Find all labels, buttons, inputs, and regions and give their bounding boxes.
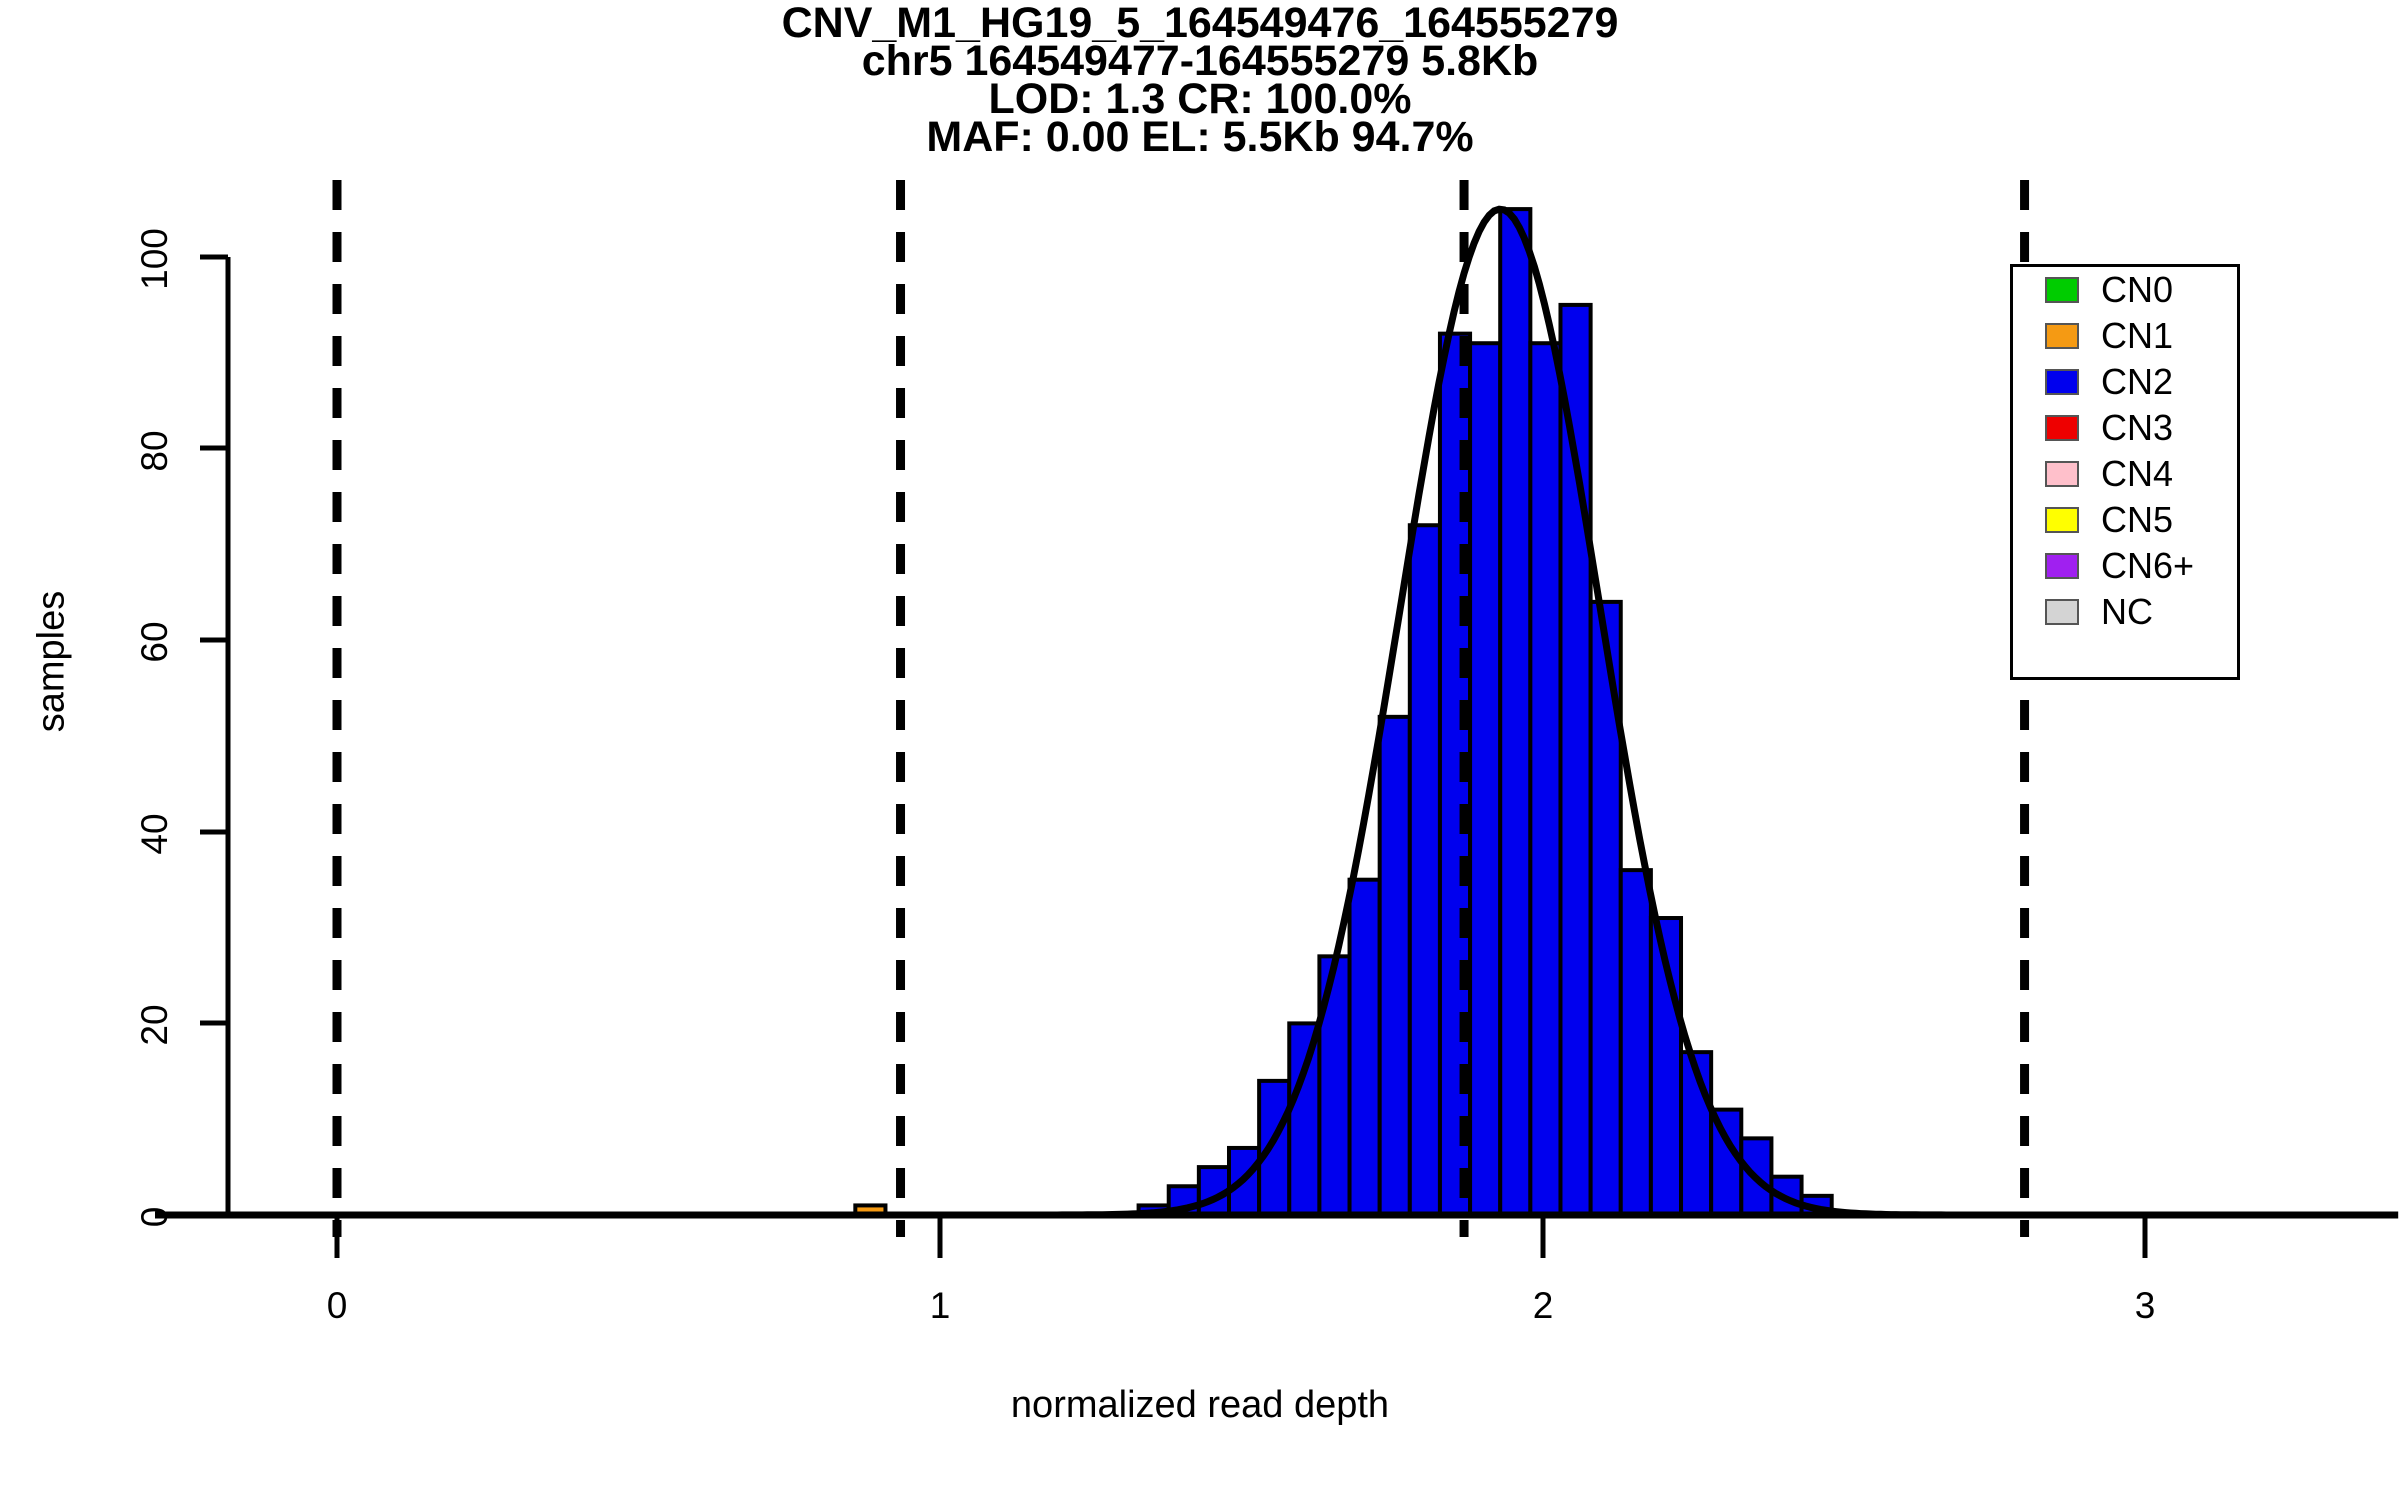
legend-item-cn2[interactable]: CN2 xyxy=(2013,359,2237,405)
histogram-bar xyxy=(1257,1078,1292,1217)
x-tick-3: 3 xyxy=(2134,1285,2156,1326)
histogram-bar xyxy=(1528,341,1563,1218)
legend-swatch-icon xyxy=(2045,553,2079,579)
y-tick-40: 40 xyxy=(134,813,175,855)
legend-item-label: CN0 xyxy=(2101,269,2174,310)
legend-item-cn0[interactable]: CN0 xyxy=(2013,267,2237,313)
histogram-bar xyxy=(1498,207,1533,1218)
x-tick-1: 1 xyxy=(929,1285,951,1326)
legend-item-label: CN3 xyxy=(2101,407,2174,448)
x-tick-0: 0 xyxy=(326,1285,348,1326)
y-axis xyxy=(200,254,231,1218)
histogram-bar xyxy=(1407,523,1442,1217)
legend-item-cn6plus[interactable]: CN6+ xyxy=(2013,543,2237,589)
histogram-bar xyxy=(1287,1021,1322,1218)
histogram-bar xyxy=(1377,714,1412,1218)
legend-item-nc[interactable]: NC xyxy=(2013,589,2237,635)
legend-item-cn5[interactable]: CN5 xyxy=(2013,497,2237,543)
x-axis xyxy=(155,1211,2330,1258)
y-tick-100: 100 xyxy=(134,228,175,290)
legend-swatch-icon xyxy=(2045,415,2079,441)
y-tick-0: 0 xyxy=(134,1206,175,1228)
legend-swatch-icon xyxy=(2045,277,2079,303)
legend-swatch-icon xyxy=(2045,323,2079,349)
legend-item-label: CN2 xyxy=(2101,361,2174,402)
legend-item-label: CN1 xyxy=(2101,315,2174,356)
legend-swatch-icon xyxy=(2045,369,2079,395)
legend-item-label: CN6+ xyxy=(2101,545,2195,586)
legend-item-cn1[interactable]: CN1 xyxy=(2013,313,2237,359)
y-tick-20: 20 xyxy=(134,1004,175,1046)
histogram-bar xyxy=(1468,341,1503,1218)
legend-item-cn4[interactable]: CN4 xyxy=(2013,451,2237,497)
histogram-bar xyxy=(1347,877,1382,1217)
histogram-bar xyxy=(1618,868,1653,1217)
legend-item-cn3[interactable]: CN3 xyxy=(2013,405,2237,451)
legend-swatch-icon xyxy=(2045,507,2079,533)
histogram-bars xyxy=(853,207,1834,1218)
legend: CN0 CN1 CN2 CN3 CN4 CN5 CN6+ NC xyxy=(2010,264,2240,680)
threshold-vlines xyxy=(332,180,2030,1237)
x-axis-label: normalized read depth xyxy=(1010,1384,1390,1426)
legend-item-label: CN4 xyxy=(2101,453,2174,494)
legend-item-label: NC xyxy=(2101,591,2153,632)
y-tick-60: 60 xyxy=(134,621,175,663)
legend-swatch-icon xyxy=(2045,461,2079,487)
y-tick-80: 80 xyxy=(134,430,175,472)
legend-item-label: CN5 xyxy=(2101,499,2174,540)
x-tick-2: 2 xyxy=(1532,1285,1554,1326)
legend-swatch-icon xyxy=(2045,599,2079,625)
